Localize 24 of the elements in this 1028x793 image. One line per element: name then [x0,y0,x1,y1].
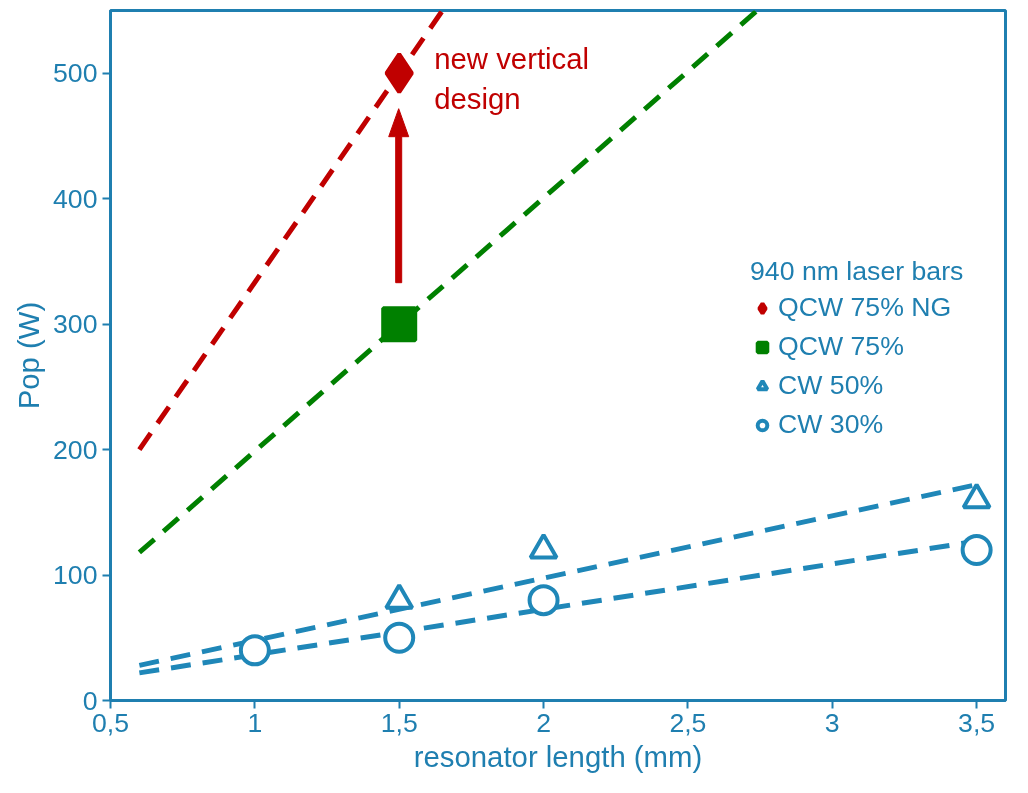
x-tick-label: 3 [824,707,840,738]
legend-title: 940 nm laser bars [750,256,964,287]
y-tick-label: 500 [53,58,98,89]
legend-label: QCW 75% [778,331,904,362]
point [960,533,993,566]
annotation: new vertical design [434,41,590,115]
point [383,621,416,654]
point [238,634,271,667]
point [527,584,560,617]
legend-label: QCW 75% NG [778,292,952,323]
y-tick-label: 300 [53,309,98,340]
x-axis-title: resonator length (mm) [413,739,703,773]
y-axis-title: Pop (W) [12,301,46,410]
y-tick-label: 200 [53,434,98,465]
legend-label: CW 30% [778,409,884,440]
legend-label: CW 50% [778,370,884,401]
x-tick-label: 3,5 [958,707,996,738]
x-tick-label: 2,5 [669,707,707,738]
x-tick-label: 2 [536,707,551,738]
x-tick-label: 1,5 [380,707,418,738]
x-tick-label: 1 [247,707,263,738]
y-tick-label: 400 [53,183,98,214]
y-tick-label: 100 [53,560,98,591]
point [381,306,418,343]
